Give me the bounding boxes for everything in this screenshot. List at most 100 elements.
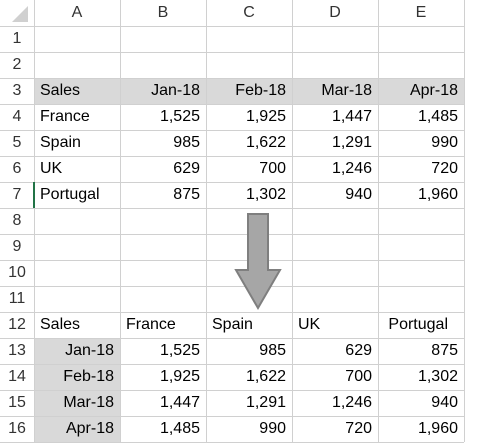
column-header-d[interactable]: D — [292, 0, 378, 26]
table1-value-cell[interactable]: 629 — [173, 160, 200, 177]
table2-value-cell[interactable]: 1,302 — [417, 368, 458, 385]
table2-value-cell[interactable]: 1,291 — [245, 394, 286, 411]
table1-value-cell[interactable]: 1,447 — [331, 108, 372, 125]
table2-header-cell[interactable]: France — [126, 316, 176, 333]
gridline — [0, 234, 464, 235]
row-header-5[interactable]: 5 — [0, 130, 34, 156]
row-header-12[interactable]: 12 — [0, 312, 34, 338]
gridline — [34, 0, 35, 442]
gridline — [0, 364, 464, 365]
gridline — [464, 0, 465, 442]
row-header-14[interactable]: 14 — [0, 364, 34, 390]
table2-value-cell[interactable]: 1,246 — [331, 394, 372, 411]
gridline — [0, 52, 464, 53]
gridline — [292, 0, 293, 442]
table2-value-cell[interactable]: 1,525 — [159, 342, 200, 359]
table1-row-label[interactable]: UK — [40, 160, 63, 177]
table1-value-cell[interactable]: 1,622 — [245, 134, 286, 151]
table1-header-cell[interactable]: Apr-18 — [409, 82, 458, 99]
table2-corner-cell[interactable]: Sales — [40, 316, 81, 333]
gridline — [0, 130, 464, 131]
table2-header-cell[interactable]: Portugal — [388, 316, 448, 333]
gridline — [378, 0, 379, 442]
table1-value-cell[interactable]: 985 — [173, 134, 200, 151]
gridline — [0, 312, 464, 313]
gridline — [0, 78, 464, 79]
table1-row-label[interactable]: Spain — [40, 134, 81, 151]
table2-row-label[interactable]: Apr-18 — [65, 420, 114, 437]
table2-header-cell[interactable]: Spain — [212, 316, 253, 333]
gridline — [0, 390, 464, 391]
table1-value-cell[interactable]: 1,960 — [417, 186, 458, 203]
table1-value-cell[interactable]: 1,302 — [245, 186, 286, 203]
table1-corner-cell[interactable]: Sales — [40, 82, 81, 99]
table2-value-cell[interactable]: 940 — [431, 394, 458, 411]
table2-value-cell[interactable]: 1,622 — [245, 368, 286, 385]
row-header-1[interactable]: 1 — [0, 26, 34, 52]
table2-row-label[interactable]: Feb-18 — [63, 368, 114, 385]
gridline — [0, 156, 464, 157]
column-header-e[interactable]: E — [378, 0, 464, 26]
gridline — [206, 0, 207, 442]
table2-value-cell[interactable]: 1,960 — [417, 420, 458, 437]
table1-value-cell[interactable]: 1,925 — [245, 108, 286, 125]
gridline — [0, 104, 464, 105]
table1-value-cell[interactable]: 1,291 — [331, 134, 372, 151]
table1-value-cell[interactable]: 875 — [173, 186, 200, 203]
row-header-16[interactable]: 16 — [0, 416, 34, 442]
select-all-corner[interactable] — [0, 0, 34, 26]
table2-value-cell[interactable]: 720 — [345, 420, 372, 437]
table2-row-label[interactable]: Jan-18 — [65, 342, 114, 359]
column-header-c[interactable]: C — [206, 0, 292, 26]
column-header-a[interactable]: A — [34, 0, 120, 26]
table2-row-label[interactable]: Mar-18 — [63, 394, 114, 411]
table1-value-cell[interactable]: 940 — [345, 186, 372, 203]
row-header-10[interactable]: 10 — [0, 260, 34, 286]
table2-value-cell[interactable]: 1,925 — [159, 368, 200, 385]
row-header-4[interactable]: 4 — [0, 104, 34, 130]
row-header-13[interactable]: 13 — [0, 338, 34, 364]
gridline — [0, 26, 464, 27]
table2-value-cell[interactable]: 1,485 — [159, 420, 200, 437]
row-header-11[interactable]: 11 — [0, 286, 34, 312]
row-header-2[interactable]: 2 — [0, 52, 34, 78]
table1-header-band — [34, 78, 464, 104]
table2-header-cell[interactable]: UK — [298, 316, 321, 333]
row-header-3[interactable]: 3 — [0, 78, 34, 104]
table1-value-cell[interactable]: 700 — [259, 160, 286, 177]
table1-header-cell[interactable]: Jan-18 — [151, 82, 200, 99]
table1-value-cell[interactable]: 720 — [431, 160, 458, 177]
gridline — [0, 416, 464, 417]
table2-value-cell[interactable]: 875 — [431, 342, 458, 359]
gridline — [0, 286, 464, 287]
gridline — [0, 442, 464, 443]
active-cell-marker — [33, 182, 35, 208]
table2-value-cell[interactable]: 629 — [345, 342, 372, 359]
table1-row-label[interactable]: Portugal — [40, 186, 100, 203]
table1-row-label[interactable]: France — [40, 108, 90, 125]
gridline — [0, 182, 464, 183]
row-header-6[interactable]: 6 — [0, 156, 34, 182]
table2-value-cell[interactable]: 1,447 — [159, 394, 200, 411]
gridline — [0, 208, 464, 209]
gridline — [120, 0, 121, 442]
row-header-9[interactable]: 9 — [0, 234, 34, 260]
table1-value-cell[interactable]: 990 — [431, 134, 458, 151]
table1-header-cell[interactable]: Feb-18 — [235, 82, 286, 99]
table2-value-cell[interactable]: 700 — [345, 368, 372, 385]
select-all-triangle-icon — [12, 6, 28, 22]
table1-value-cell[interactable]: 1,246 — [331, 160, 372, 177]
table1-header-cell[interactable]: Mar-18 — [321, 82, 372, 99]
row-header-7[interactable]: 7 — [0, 182, 34, 208]
gridline — [0, 338, 464, 339]
row-header-15[interactable]: 15 — [0, 390, 34, 416]
table2-value-cell[interactable]: 990 — [259, 420, 286, 437]
table1-value-cell[interactable]: 1,485 — [417, 108, 458, 125]
row-header-8[interactable]: 8 — [0, 208, 34, 234]
table2-value-cell[interactable]: 985 — [259, 342, 286, 359]
column-header-b[interactable]: B — [120, 0, 206, 26]
table1-value-cell[interactable]: 1,525 — [159, 108, 200, 125]
down-arrow-icon — [234, 213, 282, 310]
gridline — [0, 260, 464, 261]
